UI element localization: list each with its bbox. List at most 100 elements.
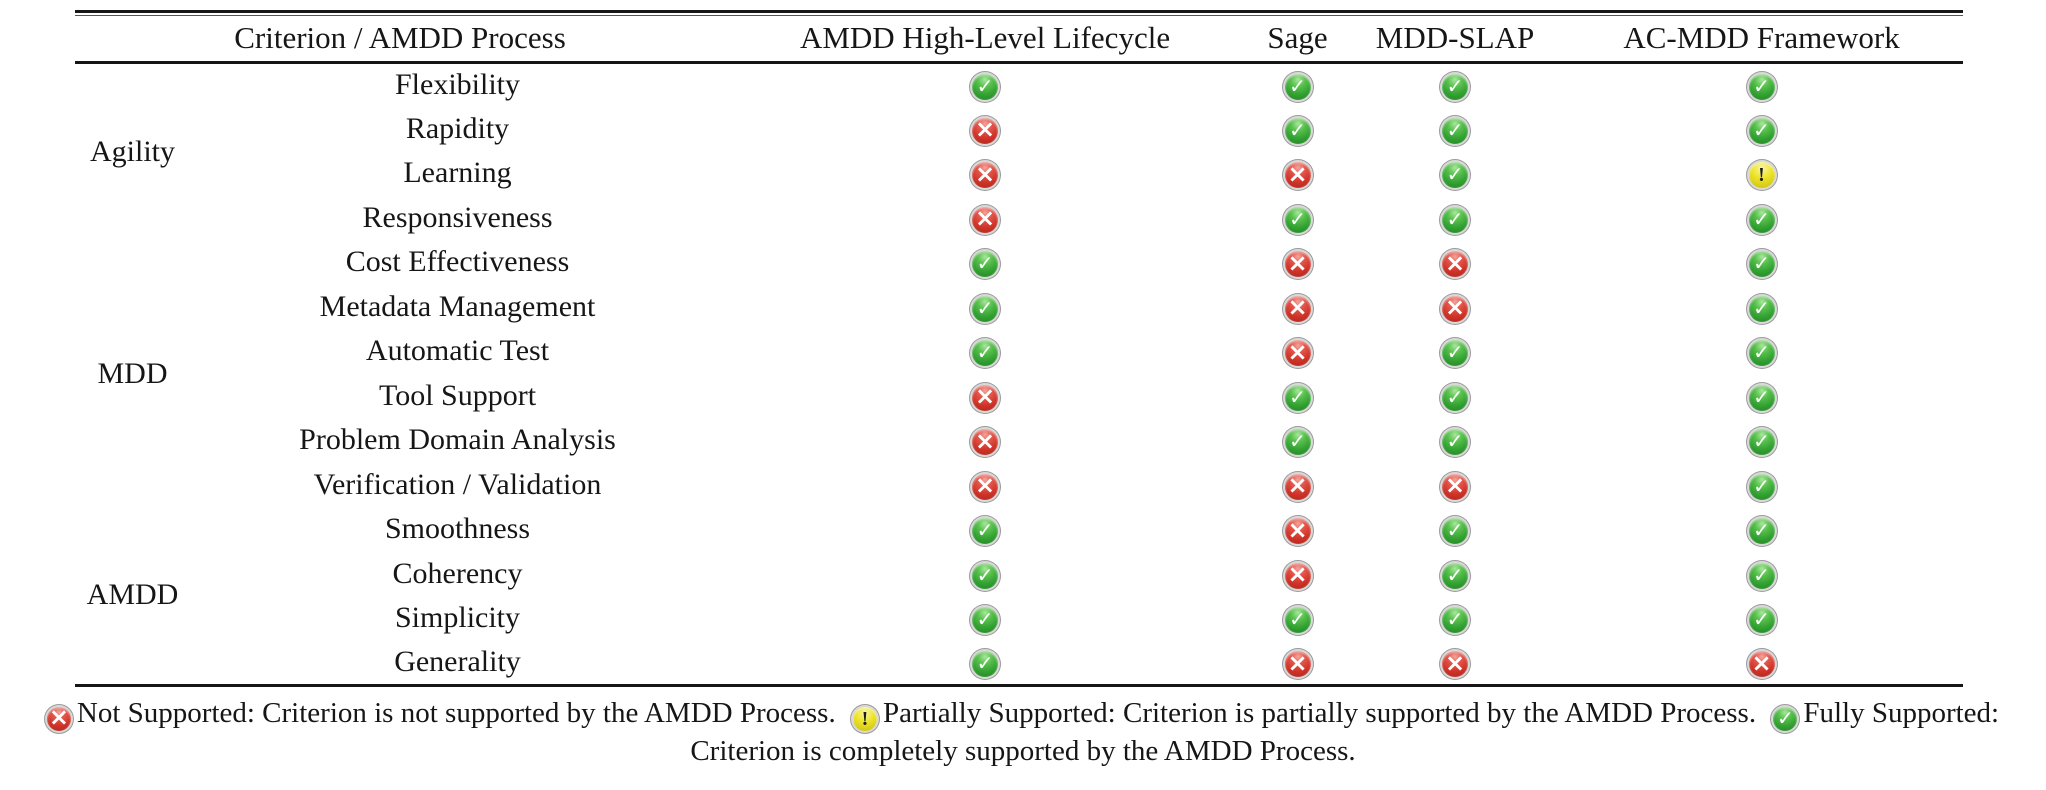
status-icon xyxy=(1748,162,1775,189)
status-icon xyxy=(1748,518,1775,545)
criterion-label: Flexibility xyxy=(395,68,521,101)
criterion-label: Rapidity xyxy=(405,111,510,145)
criterion-label: Smoothness xyxy=(384,512,531,546)
header-sage: Sage xyxy=(1245,16,1351,64)
status-icon xyxy=(1284,607,1311,634)
status-icon xyxy=(1284,562,1311,589)
status-icon xyxy=(1748,384,1775,411)
table-row: Automatic Test xyxy=(75,329,1963,374)
status-icon xyxy=(972,295,999,322)
status-icon xyxy=(1284,162,1311,189)
criterion-label: Automatic Test xyxy=(365,334,550,368)
status-icon xyxy=(1284,251,1311,278)
status-icon xyxy=(1442,74,1469,101)
status-icon xyxy=(1284,384,1311,411)
status-icon xyxy=(972,384,999,411)
legend-partially-supported-text: Partially Supported: Criterion is partia… xyxy=(882,697,1757,729)
table-row: Generality xyxy=(75,641,1963,686)
partially-supported-icon xyxy=(852,707,877,731)
status-icon xyxy=(972,473,999,500)
status-icon xyxy=(1748,74,1775,101)
status-icon xyxy=(972,607,999,634)
status-icon xyxy=(972,340,999,367)
status-icon xyxy=(1442,384,1469,411)
status-icon xyxy=(1748,562,1775,589)
status-icon xyxy=(1284,295,1311,322)
legend-not-supported-text: Not Supported: Criterion is not supporte… xyxy=(76,697,836,729)
status-icon xyxy=(1284,473,1311,500)
table-row: Verification / Validation xyxy=(75,463,1963,508)
status-icon xyxy=(1284,518,1311,545)
status-icon xyxy=(1748,607,1775,634)
table-row: Rapidity xyxy=(75,107,1963,152)
status-icon xyxy=(1442,518,1469,545)
comparison-table-zone: Criterion / AMDD Process AMDD High-Level… xyxy=(75,10,1964,687)
criterion-label: Simplicity xyxy=(395,601,521,635)
header-criterion: Criterion / AMDD Process xyxy=(75,16,726,64)
fully-supported-icon xyxy=(1773,707,1798,731)
header-ac-mdd-framework: AC-MDD Framework xyxy=(1560,16,1964,64)
status-icon xyxy=(972,251,999,278)
status-icon xyxy=(1748,651,1775,678)
table-row: MDD Cost Effectiveness xyxy=(75,240,1963,390)
legend-fully-supported-text: Fully Supported: Criterion is completely… xyxy=(690,697,2000,768)
header-row: Criterion / AMDD Process AMDD High-Level… xyxy=(75,16,1964,64)
status-icon xyxy=(1442,206,1469,233)
status-icon xyxy=(1284,74,1311,101)
status-icon xyxy=(1442,162,1469,189)
group-label-agility: Agility xyxy=(89,134,175,168)
status-icon xyxy=(1284,206,1311,233)
table-row: AMDD Smoothness xyxy=(75,507,1963,611)
status-icon xyxy=(1442,340,1469,367)
status-icon xyxy=(1442,473,1469,500)
status-icon xyxy=(1284,340,1311,367)
group-label-mdd: MDD xyxy=(97,356,168,390)
status-icon xyxy=(1748,429,1775,456)
not-supported-icon xyxy=(46,706,71,731)
status-icon xyxy=(972,206,999,233)
status-icon xyxy=(1748,117,1775,144)
status-icon xyxy=(1748,340,1775,367)
criterion-label: Learning xyxy=(403,156,512,190)
criterion-label: Cost Effectiveness xyxy=(345,245,570,279)
status-icon xyxy=(1284,117,1311,144)
table-top-rule-thin xyxy=(75,15,1963,16)
status-icon xyxy=(1748,251,1775,278)
legend: Not Supported: Criterion is not supporte… xyxy=(18,694,2028,771)
table-row: Tool Support xyxy=(75,374,1963,419)
criterion-label: Metadata Management xyxy=(319,289,596,323)
status-icon xyxy=(1442,117,1469,144)
status-icon xyxy=(972,429,999,456)
status-icon xyxy=(1442,562,1469,589)
status-icon xyxy=(1284,651,1311,678)
criterion-label: Problem Domain Analysis xyxy=(299,423,616,457)
status-icon xyxy=(972,651,999,678)
status-icon xyxy=(972,518,999,545)
criterion-label: Responsiveness xyxy=(362,200,553,234)
table-row: Metadata Management xyxy=(75,285,1963,330)
criterion-label: Verification / Validation xyxy=(313,467,602,501)
status-icon xyxy=(1284,429,1311,456)
header-mdd-slap: MDD-SLAP xyxy=(1350,16,1561,64)
status-icon xyxy=(972,117,999,144)
header-amdd-high-level-lifecycle: AMDD High-Level Lifecycle xyxy=(725,16,1246,64)
criterion-label: Tool Support xyxy=(378,378,537,412)
status-icon xyxy=(1442,429,1469,456)
status-icon xyxy=(1442,651,1469,678)
status-icon xyxy=(1442,251,1469,278)
status-icon xyxy=(1748,206,1775,233)
table-row: Coherency xyxy=(75,552,1963,597)
group-label-amdd: AMDD xyxy=(86,578,179,612)
table-row: Simplicity xyxy=(75,596,1963,641)
status-icon xyxy=(972,74,999,101)
table-top-rule xyxy=(75,10,1963,13)
table-row: Responsiveness xyxy=(75,196,1963,241)
criterion-label: Generality xyxy=(394,645,521,678)
table-row: Learning xyxy=(75,151,1963,196)
status-icon xyxy=(1748,295,1775,322)
status-icon xyxy=(1442,607,1469,634)
table-row: Agility Flexibility xyxy=(75,62,1963,168)
status-icon xyxy=(972,562,999,589)
status-icon xyxy=(1748,473,1775,500)
